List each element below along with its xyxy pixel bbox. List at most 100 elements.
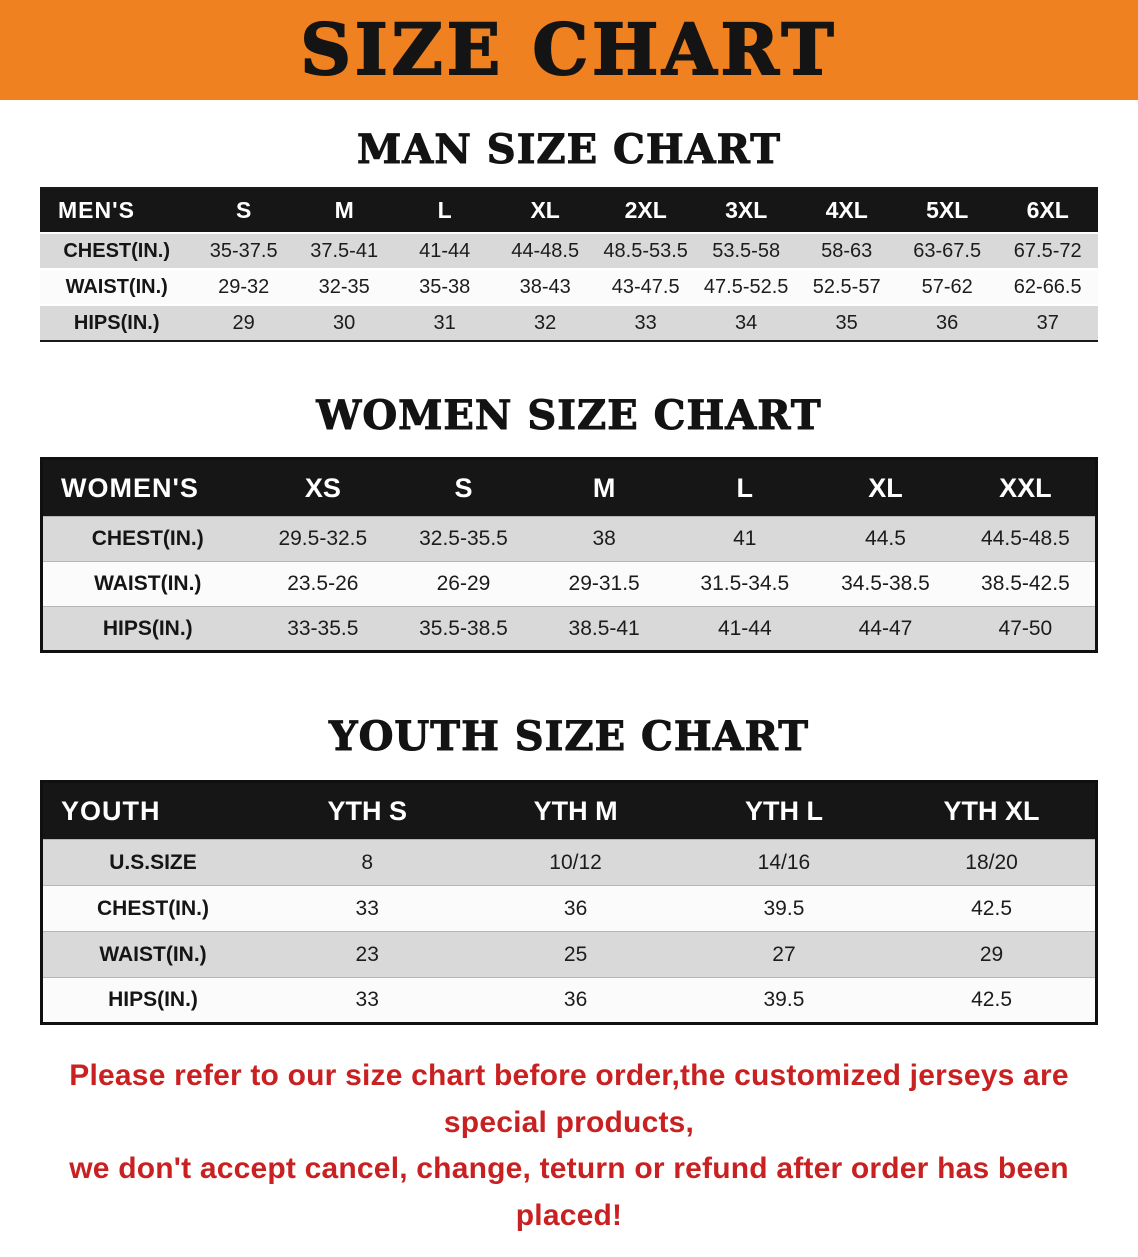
size-column-header: 3XL (695, 188, 797, 233)
size-value-cell: 26-29 (436, 572, 491, 595)
size-value-cell: 29 (979, 942, 1004, 966)
size-value-cell: 8 (361, 850, 374, 874)
size-value-cell: 35-37.5 (209, 239, 278, 262)
size-value-cell: 53.5-58 (712, 239, 781, 262)
size-value-cell: 41 (733, 527, 757, 550)
size-value-cell: 34 (735, 311, 758, 334)
size-column-header: M (293, 188, 395, 233)
size-value-cell: 44.5-48.5 (981, 527, 1070, 550)
size-value-cell: 34.5-38.5 (841, 572, 930, 595)
table-corner-label: WOMEN'S (41, 458, 253, 517)
size-value-cell: 63-67.5 (913, 239, 982, 262)
row-label-cell: WAIST(IN.) (65, 275, 168, 298)
size-column-header: 2XL (595, 188, 696, 233)
size-value-cell: 27 (772, 942, 796, 966)
table-corner-label: YOUTH (41, 781, 264, 840)
row-label-cell: HIPS(IN.) (102, 616, 193, 640)
disclaimer-line-2: we don't accept cancel, change, teturn o… (69, 1152, 1069, 1232)
size-value-cell: 67.5-72 (1013, 239, 1082, 262)
size-value-cell: 32-35 (318, 275, 370, 298)
size-value-cell: 31 (433, 311, 456, 334)
table-row: CHEST(IN.) 35-37.5 37.5-41 41-44 44-48.5 48.5… (40, 233, 1098, 269)
size-value-cell: 14/16 (757, 850, 811, 874)
size-column-header: M (533, 458, 675, 517)
size-column-header: YTH XL (888, 781, 1097, 840)
size-value-cell: 57-62 (921, 275, 973, 298)
size-value-cell: 23 (355, 942, 379, 966)
size-value-cell: 38 (592, 527, 616, 550)
size-value-cell: 10/12 (549, 850, 602, 874)
size-value-cell: 35-38 (419, 275, 471, 298)
table-row: HIPS(IN.) 33 36 39.5 42.5 (41, 977, 1097, 1024)
table-row: WAIST(IN.) 23.5-26 26-29 29-31.5 31.5-34.5 34… (41, 561, 1097, 607)
row-label-cell: HIPS(IN.) (108, 988, 198, 1011)
size-value-cell: 30 (333, 311, 356, 334)
table-header-row: WOMEN'S XS S M L XL XXL (41, 458, 1097, 517)
table-header-row: YOUTH YTH S YTH M YTH L YTH XL (41, 781, 1097, 840)
size-value-cell: 38.5-41 (568, 616, 640, 640)
youth-size-chart-section: YOUTH SIZE CHART YOUTH YTH S YTH M YTH L YTH… (0, 713, 1138, 1025)
size-column-header: YTH S (263, 781, 472, 840)
size-column-header: XL (815, 458, 956, 517)
size-value-cell: 29-31.5 (568, 572, 640, 595)
size-value-cell: 35.5-38.5 (419, 616, 508, 640)
size-value-cell: 36 (936, 311, 959, 334)
women-size-chart-section: WOMEN SIZE CHART WOMEN'S XS S M L XL XXL CHEST(… (0, 392, 1138, 653)
table-row: CHEST(IN.) 29.5-32.5 32.5-35.5 38 41 44.5 44.5… (41, 516, 1097, 562)
row-label-cell: CHEST(IN.) (97, 896, 210, 920)
table-row: CHEST(IN.) 33 36 39.5 42.5 (41, 885, 1097, 932)
size-value-cell: 42.5 (971, 896, 1012, 920)
women-size-table: WOMEN'S XS S M L XL XXL CHEST(IN.) 29.5-32.5 32.5… (40, 457, 1098, 653)
size-value-cell: 37.5-41 (310, 239, 379, 262)
size-value-cell: 29-32 (218, 275, 270, 298)
size-value-cell: 62-66.5 (1013, 275, 1082, 298)
size-column-header: L (394, 188, 495, 233)
row-label-cell: HIPS(IN.) (73, 311, 160, 334)
row-label-cell: WAIST(IN.) (99, 942, 207, 966)
men-size-table: MEN'S S M L XL 2XL 3XL 4XL 5XL 6XL CHEST(IN.) 35-37… (40, 187, 1098, 342)
size-value-cell: 41-44 (717, 616, 772, 640)
size-value-cell: 44-47 (858, 616, 913, 640)
size-column-header: XL (494, 188, 596, 233)
size-value-cell: 33 (355, 896, 379, 920)
size-value-cell: 23.5-26 (287, 572, 359, 595)
size-chart-banner: SIZE CHART (0, 0, 1138, 100)
size-column-header: 5XL (896, 188, 998, 233)
size-value-cell: 43-47.5 (611, 275, 680, 298)
row-label-cell: U.S.SIZE (109, 850, 197, 874)
size-value-cell: 18/20 (965, 850, 1018, 874)
size-value-cell: 36 (563, 896, 588, 920)
size-value-cell: 29.5-32.5 (278, 527, 368, 550)
size-column-header: YTH L (679, 781, 889, 840)
table-row: WAIST(IN.) 23 25 27 29 (41, 931, 1097, 978)
size-value-cell: 33 (355, 988, 379, 1011)
men-size-chart-section: MAN SIZE CHART MEN'S S M L XL 2XL 3XL 4XL 5XL 6XL… (0, 126, 1138, 342)
size-value-cell: 32 (534, 311, 557, 334)
size-value-cell: 33 (634, 311, 657, 334)
size-column-header: YTH M (471, 781, 680, 840)
disclaimer-line-1: Please refer to our size chart before or… (69, 1059, 1069, 1139)
table-row: U.S.SIZE 8 10/12 14/16 18/20 (41, 839, 1097, 886)
size-value-cell: 42.5 (971, 988, 1012, 1011)
row-label-cell: WAIST(IN.) (94, 572, 202, 595)
size-value-cell: 32.5-35.5 (419, 527, 508, 550)
table-header-row: MEN'S S M L XL 2XL 3XL 4XL 5XL 6XL (40, 188, 1098, 233)
row-label-cell: CHEST(IN.) (91, 527, 204, 550)
size-value-cell: 38-43 (519, 275, 571, 298)
size-value-cell: 47.5-52.5 (703, 275, 789, 298)
table-corner-label: MEN'S (40, 188, 194, 233)
size-column-header: S (393, 458, 534, 517)
men-size-chart-heading: MAN SIZE CHART (357, 126, 781, 174)
women-size-chart-heading: WOMEN SIZE CHART (316, 392, 822, 440)
size-value-cell: 29 (232, 311, 255, 334)
size-value-cell: 38.5-42.5 (981, 572, 1070, 595)
size-value-cell: 41-44 (419, 239, 471, 262)
size-value-cell: 44-48.5 (511, 239, 580, 262)
size-value-cell: 31.5-34.5 (700, 572, 790, 595)
size-value-cell: 36 (563, 988, 588, 1011)
size-value-cell: 33-35.5 (287, 616, 359, 640)
row-label-cell: CHEST(IN.) (63, 239, 171, 262)
size-column-header: L (674, 458, 816, 517)
table-row: HIPS(IN.) 29 30 31 32 33 34 35 36 37 (40, 305, 1098, 341)
